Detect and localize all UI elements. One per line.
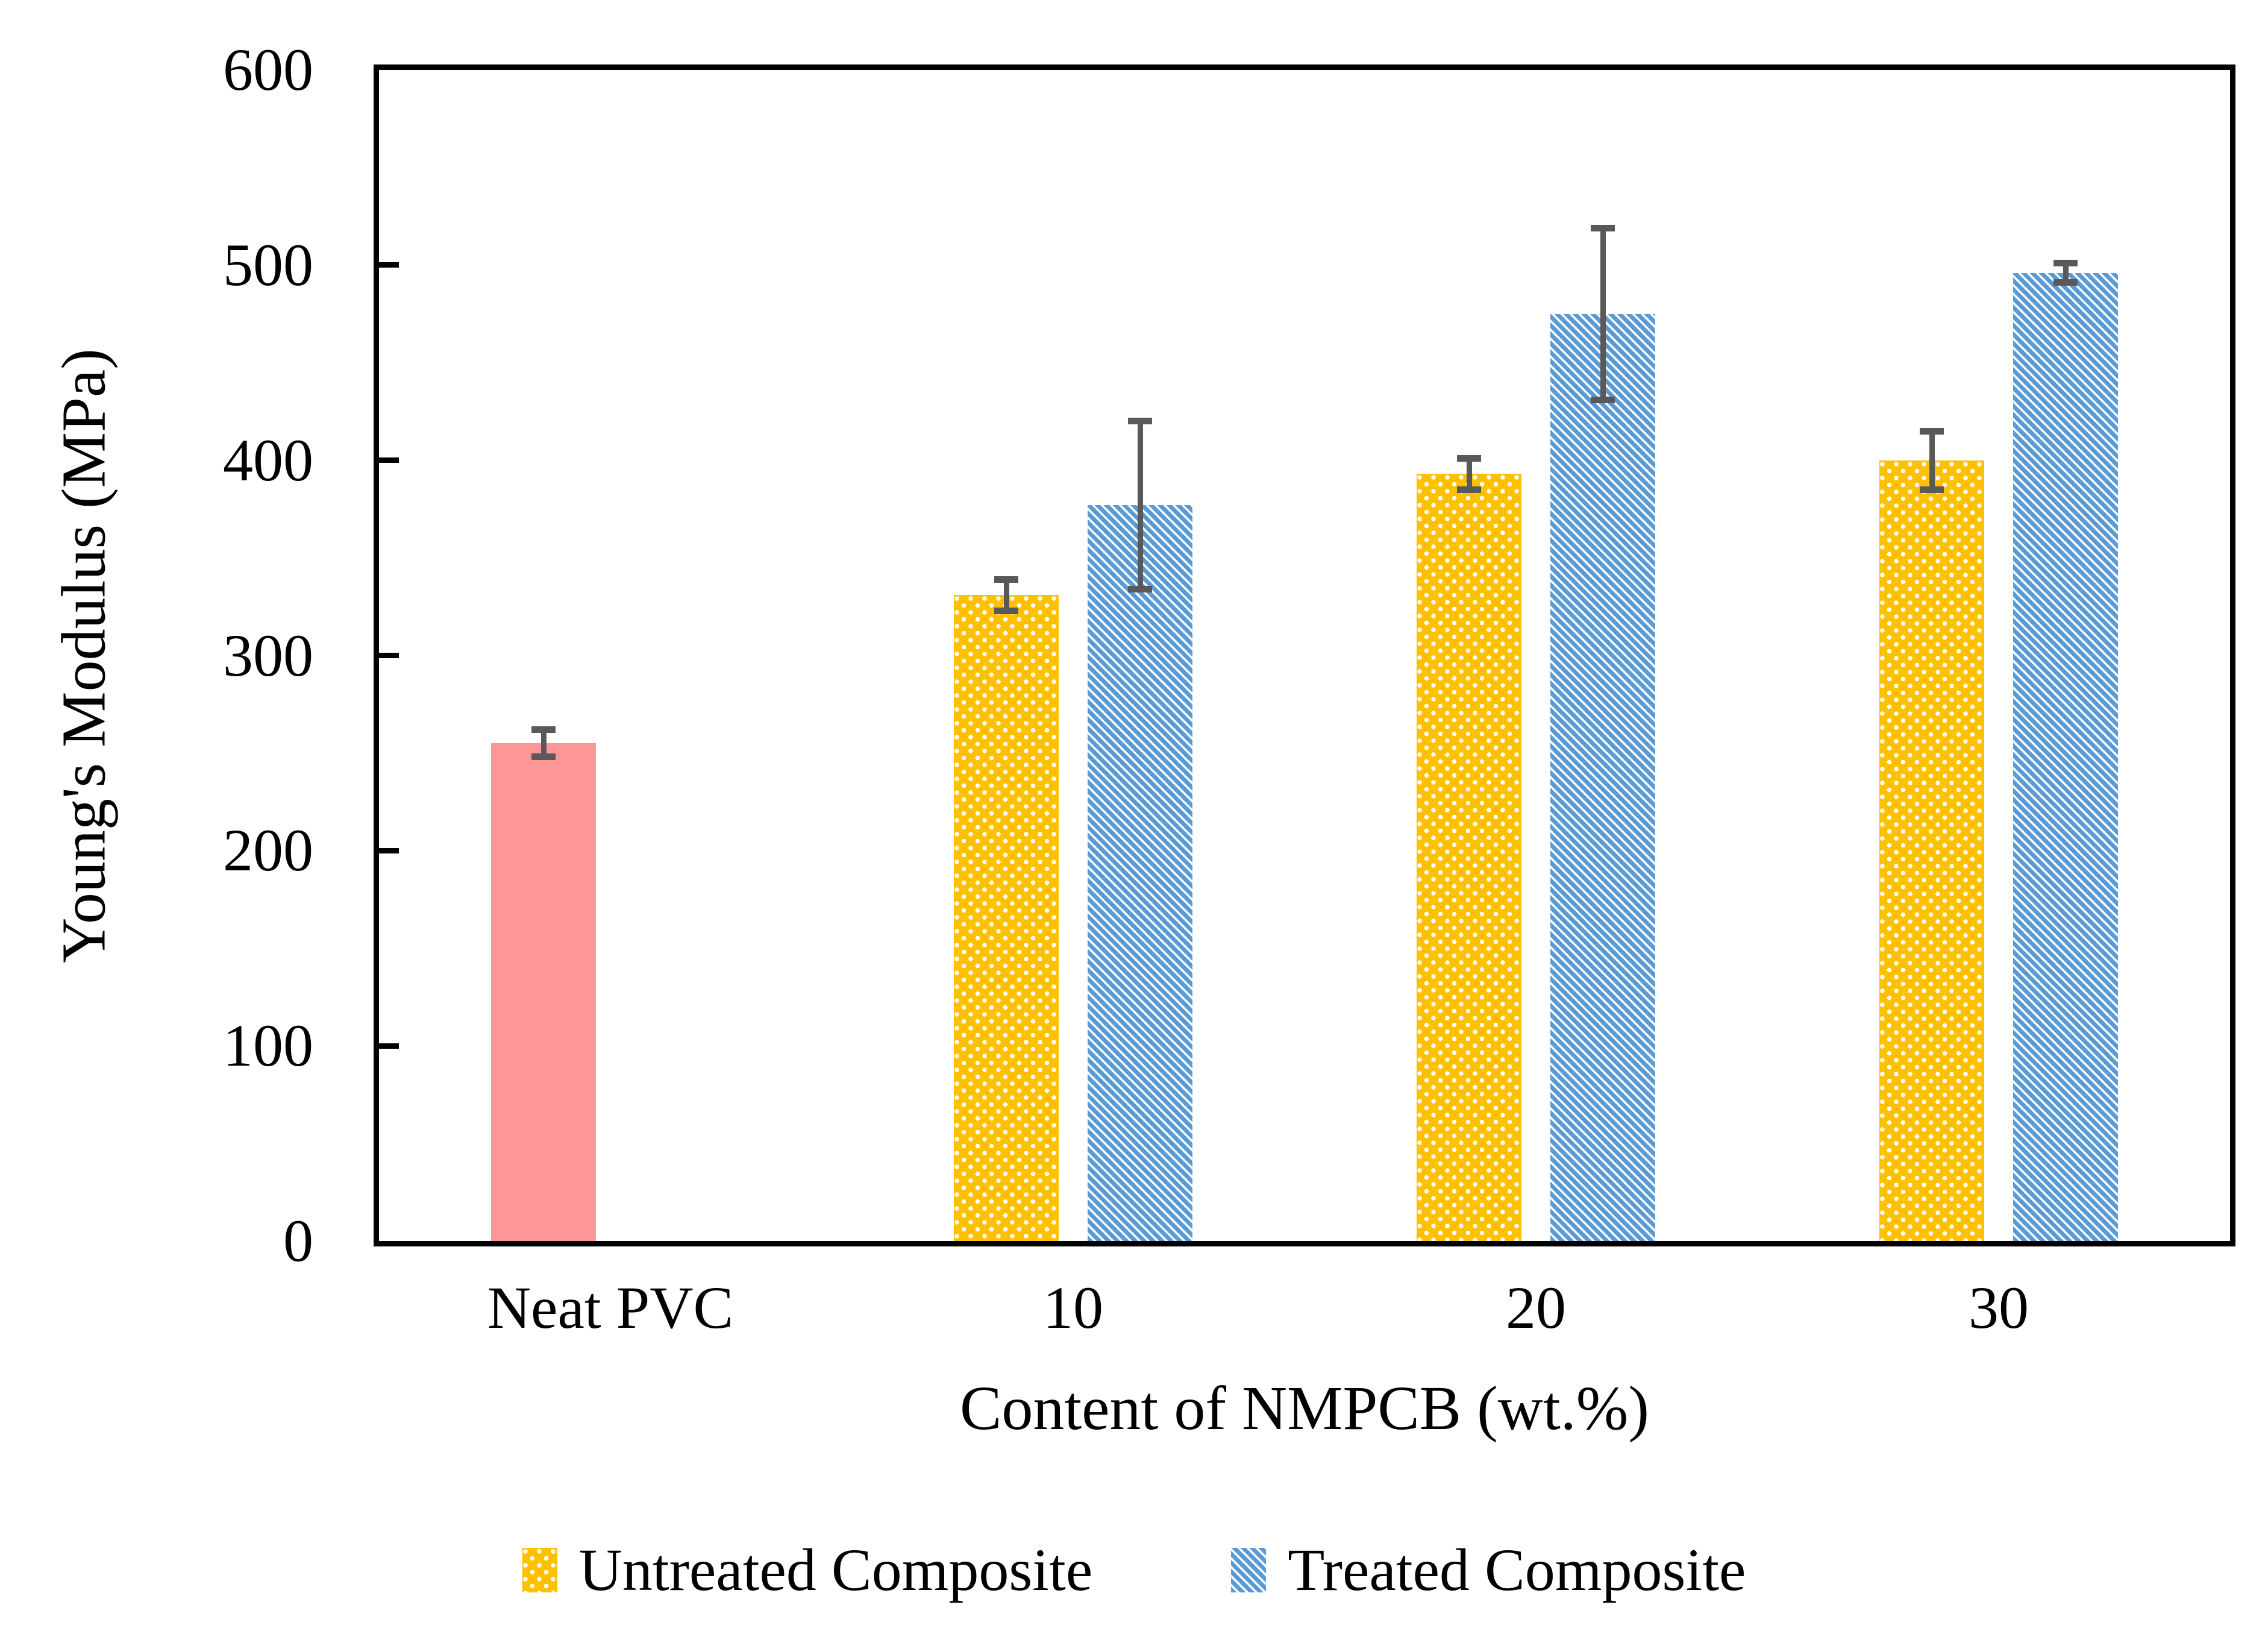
- error-bar-cap-top: [531, 726, 556, 734]
- y-tick-label: 500: [223, 231, 313, 298]
- y-tick-label: 600: [223, 36, 313, 103]
- y-tick-label: 200: [223, 817, 313, 884]
- y-axis-tick: [379, 653, 399, 658]
- error-bar-stem: [2063, 263, 2069, 283]
- bar-treated-composite-10: [1088, 505, 1192, 1241]
- error-bar-cap-top: [1457, 454, 1481, 462]
- y-axis-tick: [379, 457, 399, 463]
- legend: Untreated Composite Treated Composite: [0, 1534, 2268, 1606]
- x-tick-label: 10: [1043, 1274, 1103, 1341]
- error-bar-cap-bottom: [1920, 486, 1944, 493]
- error-bar-stem: [1137, 421, 1143, 589]
- error-bar-cap-top: [1920, 427, 1944, 435]
- x-tick-label: Neat PVC: [487, 1274, 734, 1341]
- error-bar-stem: [1600, 228, 1606, 400]
- legend-item-untreated-composite: Untreated Composite: [522, 1534, 1093, 1606]
- error-bar-cap-bottom: [1457, 486, 1481, 493]
- bar-untreated-composite-10: [954, 595, 1059, 1241]
- error-bar-cap-bottom: [531, 753, 556, 761]
- bar-treated-composite-30: [2013, 272, 2118, 1241]
- error-bar-stem: [1929, 431, 1935, 490]
- bar-untreated-composite-20: [1417, 474, 1521, 1241]
- y-axis-tick: [379, 847, 399, 853]
- legend-label-treated: Treated Composite: [1288, 1536, 1746, 1603]
- error-bar-cap-bottom: [1591, 396, 1615, 403]
- x-axis-title: Content of NMPCB (wt.%): [960, 1374, 1649, 1443]
- legend-label-untreated: Untreated Composite: [578, 1536, 1093, 1603]
- error-bar-cap-bottom: [994, 607, 1018, 614]
- legend-key-untreated-swatch-icon: [522, 1548, 557, 1592]
- legend-item-treated-composite: Treated Composite: [1231, 1534, 1746, 1606]
- y-axis-tick: [379, 262, 399, 268]
- x-tick-label: 20: [1506, 1274, 1566, 1341]
- y-tick-label: 100: [223, 1012, 313, 1079]
- bar-treated-composite-20: [1550, 313, 1655, 1241]
- error-bar-cap-top: [994, 576, 1018, 583]
- bar-neat-pvc-neat-pvc: [491, 743, 596, 1241]
- error-bar-stem: [1003, 579, 1009, 611]
- y-tick-label: 300: [223, 621, 313, 689]
- y-axis-tick: [379, 1043, 399, 1049]
- legend-key-treated-swatch-icon: [1231, 1548, 1267, 1592]
- error-bar-cap-bottom: [2053, 279, 2078, 286]
- bar-untreated-composite-30: [1879, 460, 1984, 1241]
- error-bar-cap-bottom: [1128, 585, 1152, 592]
- y-tick-label: 0: [283, 1207, 313, 1274]
- y-tick-label: 400: [223, 426, 313, 494]
- error-bar-cap-top: [1591, 224, 1615, 231]
- error-bar-stem: [1466, 458, 1472, 490]
- x-tick-label: 30: [1969, 1274, 2029, 1341]
- error-bar-cap-top: [2053, 260, 2078, 267]
- error-bar-cap-top: [1128, 418, 1152, 425]
- error-bar-stem: [540, 729, 547, 757]
